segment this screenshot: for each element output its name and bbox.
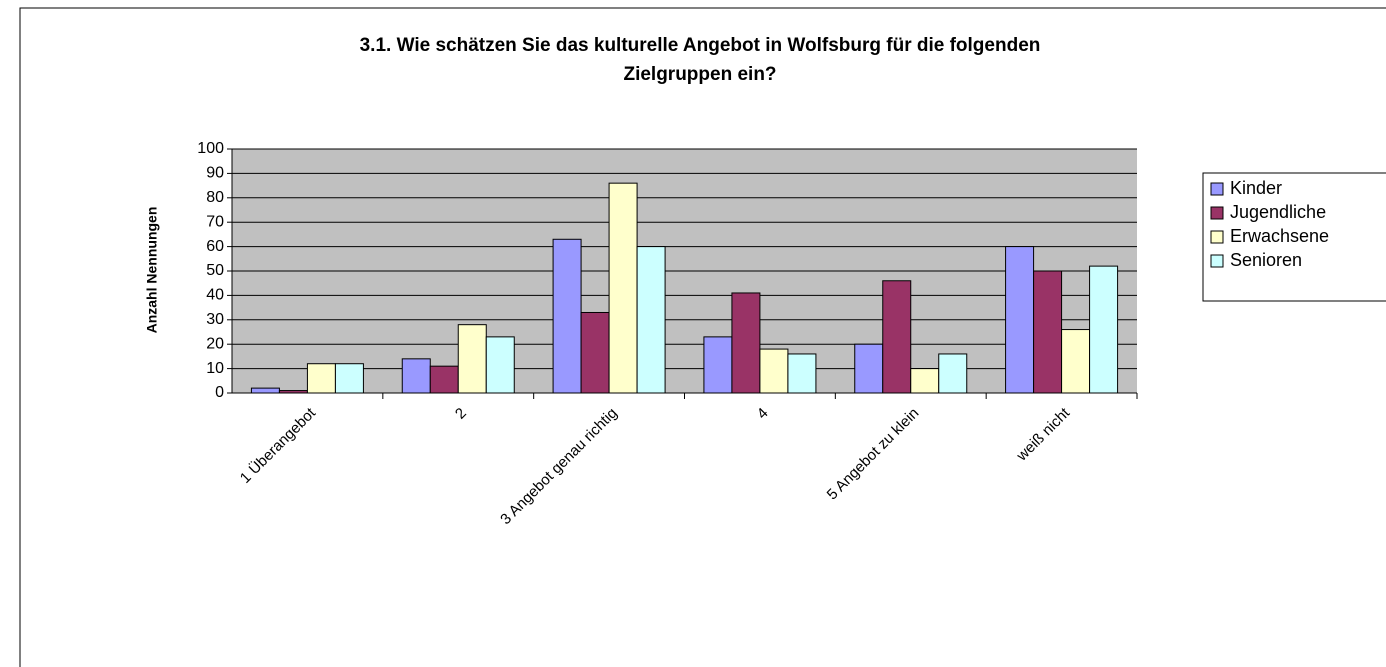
- legend-box: [1202, 172, 1386, 302]
- y-tick-label: 70: [206, 213, 224, 230]
- y-tick-label: 50: [206, 262, 224, 279]
- bar: [334, 363, 364, 394]
- bar: [703, 336, 733, 394]
- y-axis-label: Anzahl Nennungen: [144, 207, 160, 334]
- bar: [1005, 246, 1035, 394]
- y-tick-label: 60: [206, 238, 224, 255]
- bar: [636, 246, 666, 394]
- bar: [278, 390, 308, 394]
- legend-swatch: [1210, 254, 1224, 268]
- bar: [429, 365, 459, 394]
- y-tick-label: 80: [206, 189, 224, 206]
- bar: [731, 292, 761, 394]
- bar: [854, 343, 884, 394]
- bar: [787, 353, 817, 394]
- bar: [485, 336, 515, 394]
- bar: [552, 238, 582, 394]
- chart-title: Zielgruppen ein?: [623, 64, 776, 85]
- bar: [250, 387, 280, 394]
- legend-swatch: [1210, 230, 1224, 244]
- legend-label: Senioren: [1230, 250, 1302, 270]
- chart-title: 3.1. Wie schätzen Sie das kulturelle Ang…: [360, 35, 1041, 56]
- legend-swatch: [1210, 206, 1224, 220]
- y-tick-label: 100: [197, 140, 224, 157]
- bar: [1061, 329, 1091, 394]
- y-tick-label: 20: [206, 335, 224, 352]
- y-tick-label: 90: [206, 165, 224, 182]
- bar: [938, 353, 968, 394]
- bar: [457, 324, 487, 394]
- bar: [759, 348, 789, 394]
- bar: [580, 311, 610, 394]
- y-tick-label: 30: [206, 311, 224, 328]
- legend-label: Kinder: [1230, 178, 1282, 198]
- y-tick-label: 0: [215, 384, 224, 401]
- bar: [882, 280, 912, 394]
- bar: [910, 368, 940, 394]
- bar: [401, 358, 431, 394]
- legend-swatch: [1210, 182, 1224, 196]
- y-tick-label: 10: [206, 360, 224, 377]
- bar: [1089, 265, 1119, 394]
- legend-label: Erwachsene: [1230, 226, 1329, 246]
- bar: [1033, 270, 1063, 394]
- legend-label: Jugendliche: [1230, 202, 1326, 222]
- y-tick-label: 40: [206, 287, 224, 304]
- bar: [306, 363, 336, 394]
- bar: [608, 182, 638, 394]
